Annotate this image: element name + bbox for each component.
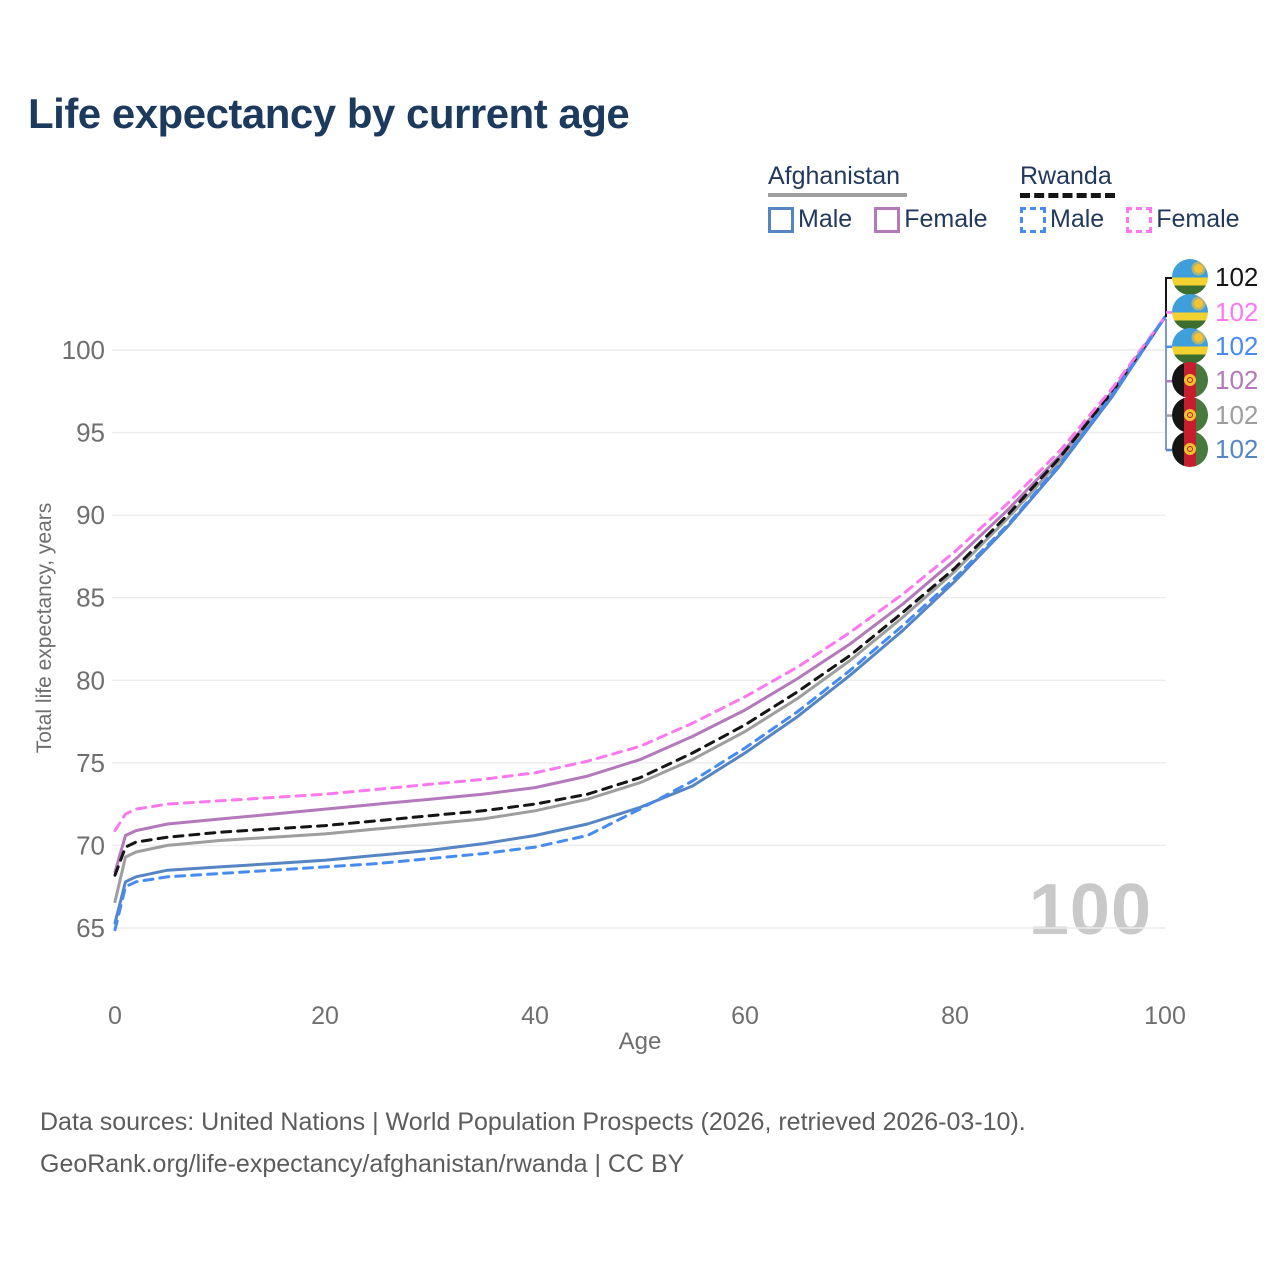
- svg-text:95: 95: [76, 418, 105, 448]
- svg-text:65: 65: [76, 913, 105, 943]
- end-value: 102: [1215, 434, 1259, 465]
- end-labels: 102 102 102 102 102 102: [1172, 259, 1259, 468]
- svg-text:20: 20: [311, 1002, 339, 1030]
- svg-text:75: 75: [76, 748, 105, 778]
- svg-text:70: 70: [76, 830, 105, 860]
- footer-data-sources: Data sources: United Nations | World Pop…: [40, 1108, 1026, 1136]
- svg-text:100: 100: [62, 335, 105, 365]
- legend-label-afghanistan-male: Male: [798, 205, 853, 233]
- svg-text:90: 90: [76, 500, 105, 530]
- page-title: Life expectancy by current age: [28, 90, 630, 137]
- legend-item-rwanda-female[interactable]: Female: [1126, 205, 1240, 234]
- legend-afghanistan-title: Afghanistan: [768, 162, 901, 190]
- end-value: 102: [1215, 399, 1259, 430]
- svg-text:40: 40: [521, 1002, 549, 1030]
- legend-afghanistan-underline: [768, 193, 907, 197]
- x-axis-title: Age: [618, 1028, 662, 1055]
- legend-rwanda-title: Rwanda: [1020, 162, 1112, 190]
- svg-text:80: 80: [941, 1002, 969, 1030]
- end-value: 102: [1215, 262, 1259, 293]
- legend-rwanda-items: Male Female: [1020, 205, 1262, 234]
- legend-label-rwanda-male: Male: [1050, 205, 1105, 233]
- rwanda-flag-icon: [1172, 327, 1208, 364]
- legend-label-afghanistan-female: Female: [904, 205, 988, 233]
- end-label-afghanistan-both: 102: [1172, 396, 1259, 433]
- svg-text:100: 100: [1144, 1002, 1186, 1030]
- legend-afghanistan-items: Male Female: [768, 205, 1010, 234]
- end-value: 102: [1215, 330, 1259, 361]
- afghanistan-flag-icon: [1172, 396, 1208, 433]
- afghanistan-flag-icon: [1172, 362, 1208, 399]
- svg-text:60: 60: [731, 1002, 759, 1030]
- legend-item-afghanistan-female[interactable]: Female: [874, 205, 988, 234]
- afghanistan-female-swatch-icon: [874, 206, 901, 233]
- hovered-age-watermark: 100: [1028, 870, 1152, 950]
- afghanistan-male-swatch-icon: [768, 206, 794, 233]
- legend-label-rwanda-female: Female: [1156, 205, 1240, 233]
- svg-text:80: 80: [76, 665, 105, 695]
- legend-rwanda-underline: [1020, 193, 1115, 198]
- end-label-rwanda-both: 102: [1172, 259, 1259, 296]
- rwanda-male-swatch-icon: [1020, 206, 1046, 233]
- svg-text:85: 85: [76, 583, 105, 613]
- rwanda-female-swatch-icon: [1126, 206, 1153, 233]
- legend-item-rwanda-male[interactable]: Male: [1020, 205, 1104, 234]
- end-label-afghanistan-female: 102: [1172, 362, 1259, 399]
- afghanistan-flag-icon: [1172, 431, 1208, 468]
- svg-text:0: 0: [108, 1002, 122, 1030]
- end-label-afghanistan-male: 102: [1172, 431, 1259, 468]
- legend-item-afghanistan-male[interactable]: Male: [768, 205, 852, 234]
- rwanda-flag-icon: [1172, 293, 1208, 330]
- footer-attribution: GeoRank.org/life-expectancy/afghanistan/…: [40, 1150, 685, 1178]
- end-label-rwanda-female: 102: [1172, 293, 1259, 330]
- end-value: 102: [1215, 296, 1259, 327]
- end-value: 102: [1215, 365, 1259, 396]
- end-label-rwanda-male: 102: [1172, 327, 1259, 364]
- rwanda-flag-icon: [1172, 259, 1208, 296]
